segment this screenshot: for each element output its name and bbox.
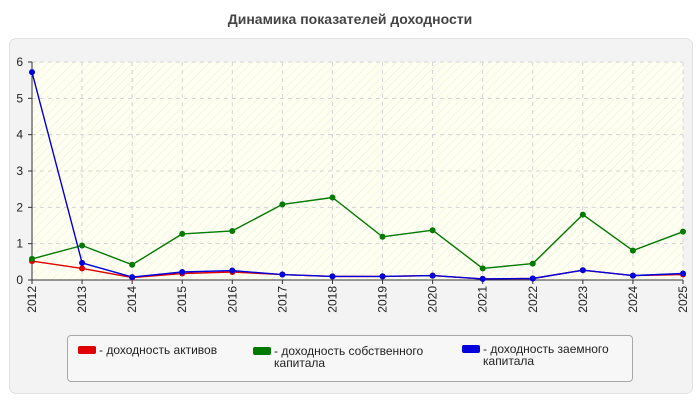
y-tick-label: 2	[16, 200, 23, 214]
data-point	[329, 273, 336, 280]
plot-background	[32, 62, 683, 280]
legend-swatch-equity	[253, 347, 271, 355]
data-point	[379, 233, 386, 240]
legend-label-assets: - доходность активов	[99, 343, 218, 357]
data-point	[429, 227, 436, 234]
x-tick-label: 2016	[225, 286, 239, 313]
data-point	[129, 261, 136, 268]
data-point	[279, 271, 286, 278]
data-point	[129, 274, 136, 281]
x-tick-label: 2020	[426, 286, 440, 313]
plot-area	[32, 62, 683, 280]
x-tick-label: 2025	[676, 286, 690, 313]
data-point	[429, 272, 436, 279]
legend: - доходность активов - доходность собств…	[67, 335, 633, 382]
data-point	[279, 201, 286, 208]
x-tick-label: 2012	[25, 286, 39, 313]
x-tick-label: 2022	[526, 286, 540, 313]
data-point	[229, 227, 236, 234]
data-point	[680, 270, 686, 277]
data-point	[529, 275, 536, 282]
legend-swatch-debt	[462, 345, 480, 353]
y-tick-label: 4	[16, 128, 23, 142]
series-line-2	[31, 72, 684, 280]
x-tick-label: 2013	[75, 286, 89, 313]
chart-title: Динамика показателей доходности	[227, 11, 473, 27]
series-line-1	[31, 196, 684, 270]
series-lines	[31, 72, 684, 280]
data-point	[79, 259, 86, 266]
y-tick-label: 5	[16, 91, 23, 105]
x-axis-ticks: 2012 2013 2014 2015 2016 2017 2018 2019 2020 2021…	[25, 280, 690, 313]
x-tick-label: 2024	[626, 286, 640, 313]
data-point	[579, 211, 586, 218]
legend-label-equity: - доходность собственного капитала	[274, 344, 424, 370]
x-tick-label: 2015	[175, 286, 189, 313]
legend-label-debt: - доходность заемного капитала	[483, 342, 609, 368]
data-point	[529, 260, 536, 267]
data-point	[680, 228, 686, 235]
data-point	[179, 230, 186, 237]
y-tick-label: 0	[16, 273, 23, 287]
series-points	[29, 69, 686, 282]
x-tick-label: 2021	[476, 286, 490, 313]
x-tick-label: 2017	[275, 286, 289, 313]
y-axis-ticks: 0 1 2 3 4 5 6	[16, 55, 32, 287]
data-point	[629, 247, 636, 254]
data-point	[179, 269, 186, 276]
data-point	[79, 242, 86, 249]
data-point	[79, 265, 86, 272]
x-tick-label: 2023	[576, 286, 590, 313]
data-point	[629, 272, 636, 279]
x-tick-label: 2014	[125, 286, 139, 313]
legend-swatch-assets	[78, 346, 96, 354]
x-tick-label: 2019	[376, 286, 390, 313]
y-tick-label: 3	[16, 164, 23, 178]
y-tick-label: 1	[16, 237, 23, 251]
data-point	[329, 194, 336, 201]
y-tick-label: 6	[16, 55, 23, 69]
x-tick-label: 2018	[325, 286, 339, 313]
data-point	[579, 267, 586, 274]
data-point	[229, 267, 236, 274]
data-point	[479, 265, 486, 272]
data-point	[479, 275, 486, 282]
data-point	[379, 273, 386, 280]
data-point	[29, 69, 35, 76]
data-point	[29, 255, 35, 262]
